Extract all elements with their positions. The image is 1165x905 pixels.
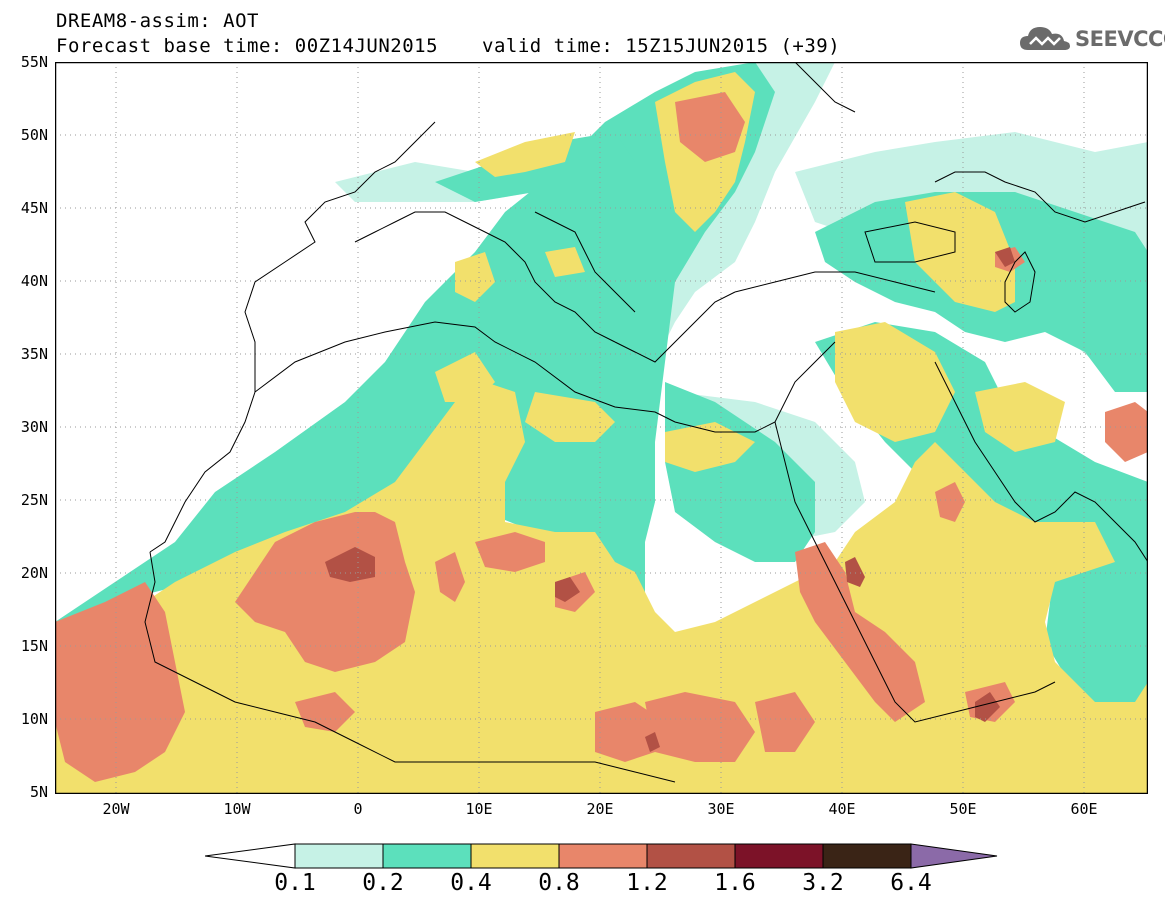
colorbar-label-1.6: 1.6 xyxy=(714,870,756,896)
lon-label-10e: 10E xyxy=(465,800,493,818)
lat-label-55n: 55N xyxy=(20,53,48,71)
colorbar-high-arrow xyxy=(910,843,998,869)
lat-label-5n: 5N xyxy=(29,783,48,801)
cloud-icon xyxy=(1020,27,1070,50)
colorbar-swatch-5 xyxy=(735,844,823,868)
seevccc-logo: SEEVCCC xyxy=(1018,24,1165,54)
colorbar-label-0.8: 0.8 xyxy=(538,870,580,896)
colorbar-label-0.2: 0.2 xyxy=(362,870,404,896)
valid-time: valid time: 15Z15JUN2015 (+39) xyxy=(482,35,841,57)
colorbar-low-arrow xyxy=(205,843,296,869)
lon-label-10w: 10W xyxy=(223,800,251,818)
colorbar-swatch-1 xyxy=(383,844,471,868)
map-canvas xyxy=(54,61,1149,795)
map-gridlines xyxy=(55,62,1148,794)
logo-text: SEEVCCC xyxy=(1075,27,1165,51)
lat-label-50n: 50N xyxy=(20,126,48,144)
lat-label-40n: 40N xyxy=(20,272,48,290)
colorbar-swatch-4 xyxy=(647,844,735,868)
colorbar-swatch-6 xyxy=(823,844,911,868)
colorbar-label-1.2: 1.2 xyxy=(626,870,668,896)
colorbar-label-3.2: 3.2 xyxy=(802,870,844,896)
lat-label-10n: 10N xyxy=(20,710,48,728)
aot-contour-1.2 xyxy=(325,247,1015,752)
aot-contour-0.8 xyxy=(55,92,1148,782)
lon-label-40e: 40E xyxy=(828,800,856,818)
colorbar-swatch-3 xyxy=(559,844,647,868)
colorbar-label-6.4: 6.4 xyxy=(890,870,932,896)
lat-label-20n: 20N xyxy=(20,564,48,582)
colorbar-label-0.1: 0.1 xyxy=(274,870,316,896)
lon-label-60e: 60E xyxy=(1070,800,1098,818)
colorbar-label-0.4: 0.4 xyxy=(450,870,492,896)
lon-label-30e: 30E xyxy=(707,800,735,818)
lon-label-20e: 20E xyxy=(586,800,614,818)
lat-label-25n: 25N xyxy=(20,491,48,509)
lon-label-0: 0 xyxy=(353,800,363,818)
colorbar xyxy=(205,843,998,869)
lat-label-30n: 30N xyxy=(20,418,48,436)
lon-label-20w: 20W xyxy=(102,800,130,818)
lat-label-15n: 15N xyxy=(20,637,48,655)
lon-label-50e: 50E xyxy=(949,800,977,818)
aot-map xyxy=(54,61,1149,795)
lat-label-45n: 45N xyxy=(20,199,48,217)
lat-label-35n: 35N xyxy=(20,345,48,363)
colorbar-swatch-2 xyxy=(471,844,559,868)
forecast-base-time: Forecast base time: 00Z14JUN2015 xyxy=(56,35,439,57)
map-title: DREAM8-assim: AOT xyxy=(56,10,259,32)
colorbar-swatch-0 xyxy=(295,844,383,868)
coastlines xyxy=(144,62,1148,783)
